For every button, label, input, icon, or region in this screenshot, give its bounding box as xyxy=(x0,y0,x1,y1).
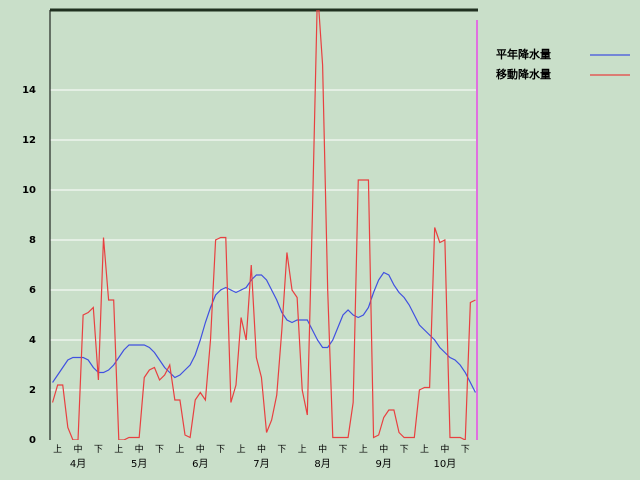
x-tick-label: 下 xyxy=(155,445,164,455)
x-tick-label: 下 xyxy=(461,445,470,455)
y-tick-label: 8 xyxy=(29,235,36,246)
x-tick-label: 上 xyxy=(298,444,307,455)
x-tick-label: 上 xyxy=(237,444,246,455)
legend-label: 移動降水量 xyxy=(496,67,551,81)
x-tick-label: 下 xyxy=(277,445,286,455)
y-tick-label: 0 xyxy=(29,435,36,446)
y-tick-label: 10 xyxy=(22,185,36,196)
labels: 02468101214上中下上中下上中下上中下上中下上中下上中下4月 5月 6月 7月… xyxy=(22,47,630,470)
x-tick-label: 中 xyxy=(379,443,388,455)
x-tick-label: 上 xyxy=(53,444,62,455)
y-tick-label: 14 xyxy=(22,85,36,96)
y-tick-label: 4 xyxy=(29,335,36,346)
month-label: 5月 xyxy=(131,458,147,470)
legend-label: 平年降水量 xyxy=(496,47,551,61)
x-tick-label: 上 xyxy=(114,444,123,455)
month-label: 6月 xyxy=(192,458,208,470)
x-tick-label: 中 xyxy=(257,443,266,455)
y-tick-label: 6 xyxy=(29,285,36,296)
x-tick-label: 下 xyxy=(94,445,103,455)
series-line xyxy=(51,10,476,440)
lines xyxy=(51,10,476,440)
x-tick-label: 下 xyxy=(400,445,409,455)
series-line xyxy=(52,271,476,393)
x-tick-label: 下 xyxy=(216,445,225,455)
month-label: 4月 xyxy=(70,458,86,470)
x-tick-label: 中 xyxy=(318,443,327,455)
x-tick-label: 上 xyxy=(420,444,429,455)
x-tick-label: 中 xyxy=(196,443,205,455)
x-tick-label: 上 xyxy=(359,444,368,455)
month-label: 10月 xyxy=(434,458,457,470)
x-tick-label: 下 xyxy=(338,445,347,455)
grid xyxy=(50,89,478,391)
y-tick-label: 2 xyxy=(29,385,36,396)
y-tick-label: 12 xyxy=(22,135,36,146)
x-tick-label: 中 xyxy=(135,443,144,455)
x-tick-label: 中 xyxy=(74,443,83,455)
x-tick-label: 中 xyxy=(440,443,449,455)
month-label: 7月 xyxy=(253,458,269,470)
x-tick-label: 上 xyxy=(175,444,184,455)
month-label: 9月 xyxy=(376,458,392,470)
month-label: 8月 xyxy=(314,458,330,470)
